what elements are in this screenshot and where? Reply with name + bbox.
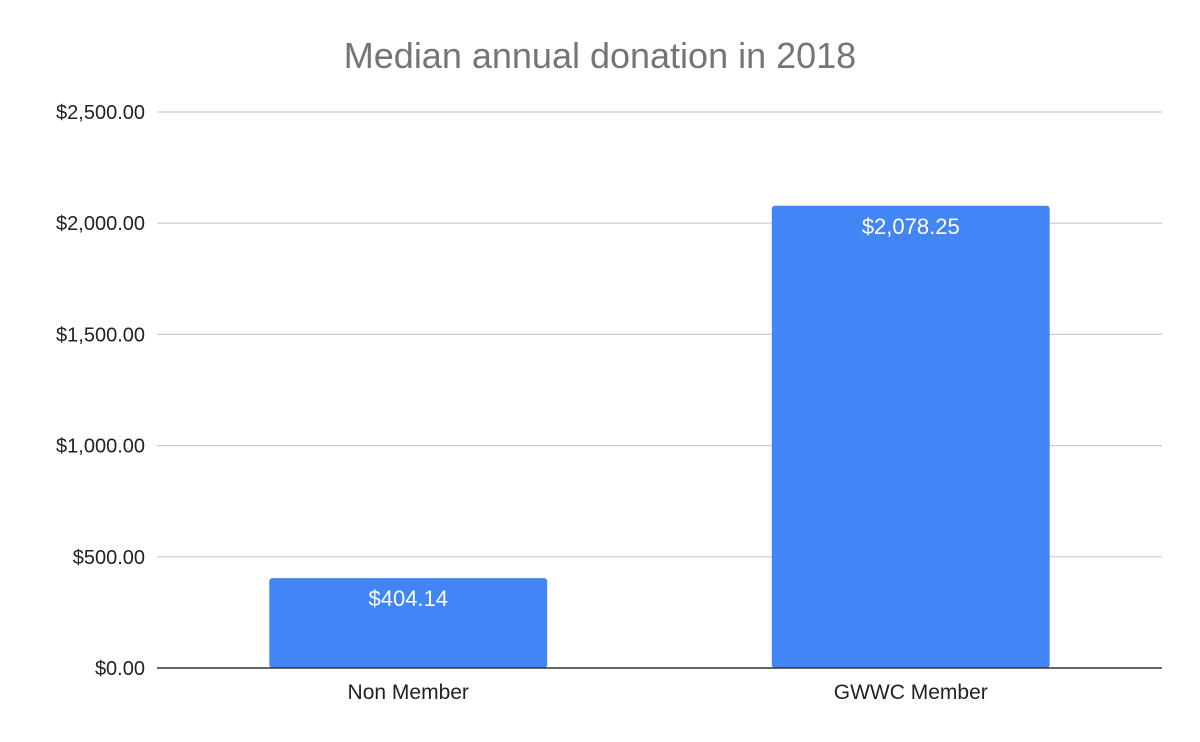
x-category-label: GWWC Member xyxy=(834,681,988,704)
y-axis-ticks: $0.00 $500.00 $1,000.00 $1,500.00 $2,000.00 $… xyxy=(56,102,145,680)
y-tick-label: $500.00 xyxy=(73,547,145,569)
bars xyxy=(269,205,1050,669)
bar xyxy=(771,205,1050,669)
x-axis-categories: Non Member GWWC Member xyxy=(348,681,988,704)
y-tick-label: $2,500.00 xyxy=(56,102,145,124)
bar xyxy=(269,578,548,668)
y-tick-label: $2,000.00 xyxy=(56,213,145,235)
data-label: $2,078.25 xyxy=(862,214,960,239)
x-category-label: Non Member xyxy=(348,681,469,704)
y-tick-label: $0.00 xyxy=(95,658,145,680)
data-label: $404.14 xyxy=(368,586,448,611)
data-labels: $404.14 $2,078.25 xyxy=(368,214,959,611)
chart-title: Median annual donation in 2018 xyxy=(344,35,856,76)
y-tick-label: $1,500.00 xyxy=(56,324,145,346)
y-tick-label: $1,000.00 xyxy=(56,436,145,458)
